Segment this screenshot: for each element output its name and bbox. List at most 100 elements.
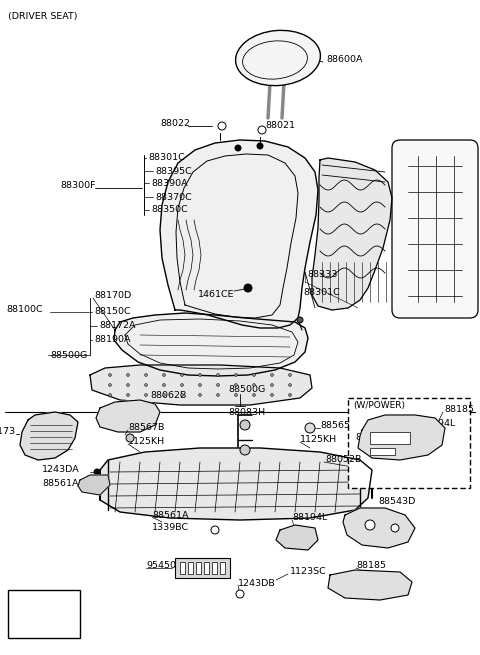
Text: 1125KH: 1125KH xyxy=(128,438,165,447)
Circle shape xyxy=(144,394,147,396)
Polygon shape xyxy=(328,570,412,600)
Circle shape xyxy=(216,394,219,396)
Text: 88150C: 88150C xyxy=(94,307,131,316)
Polygon shape xyxy=(100,448,372,520)
Polygon shape xyxy=(114,313,308,376)
Circle shape xyxy=(288,383,291,386)
Polygon shape xyxy=(96,400,160,432)
Text: 88022: 88022 xyxy=(160,119,190,128)
Text: 88185: 88185 xyxy=(356,561,386,571)
Bar xyxy=(370,432,410,444)
Text: 88370C: 88370C xyxy=(155,193,192,202)
Text: 88350C: 88350C xyxy=(151,206,188,214)
Text: 88185: 88185 xyxy=(444,405,474,415)
Text: 1243DB: 1243DB xyxy=(238,578,276,588)
Bar xyxy=(370,448,395,455)
Polygon shape xyxy=(78,475,110,495)
Text: 1461CE: 1461CE xyxy=(197,290,234,299)
Circle shape xyxy=(108,394,111,396)
Polygon shape xyxy=(90,365,312,405)
Circle shape xyxy=(180,383,183,386)
Text: 88190A: 88190A xyxy=(94,335,131,345)
Circle shape xyxy=(235,394,238,396)
Text: 1123SC: 1123SC xyxy=(290,567,327,576)
Text: 88301C: 88301C xyxy=(303,288,340,297)
Text: 88194L: 88194L xyxy=(292,514,327,523)
Circle shape xyxy=(288,373,291,377)
Circle shape xyxy=(235,373,238,377)
Circle shape xyxy=(257,143,263,149)
Circle shape xyxy=(235,145,241,151)
Ellipse shape xyxy=(236,30,321,86)
Text: 88173: 88173 xyxy=(0,428,16,436)
Circle shape xyxy=(163,383,166,386)
Text: 88083H: 88083H xyxy=(228,408,265,417)
Text: 88100C: 88100C xyxy=(6,305,43,314)
Circle shape xyxy=(235,383,238,386)
Text: (W/POWER): (W/POWER) xyxy=(353,401,405,410)
Circle shape xyxy=(163,394,166,396)
Circle shape xyxy=(240,445,250,455)
Circle shape xyxy=(218,122,226,130)
Circle shape xyxy=(258,126,266,134)
Text: 88170D: 88170D xyxy=(94,291,131,301)
Text: 88194L: 88194L xyxy=(420,419,455,428)
Text: 88500G: 88500G xyxy=(228,385,265,394)
Circle shape xyxy=(127,383,130,386)
Circle shape xyxy=(144,383,147,386)
Text: 88543D: 88543D xyxy=(378,498,415,506)
Circle shape xyxy=(199,373,202,377)
Text: 88062B: 88062B xyxy=(150,391,186,400)
Text: 1125KH: 1125KH xyxy=(300,436,337,445)
Bar xyxy=(180,562,185,574)
Bar xyxy=(188,562,193,574)
Polygon shape xyxy=(276,525,318,550)
Bar xyxy=(175,558,230,578)
Text: 1243DA: 1243DA xyxy=(42,466,80,474)
Circle shape xyxy=(40,616,48,624)
Bar xyxy=(8,590,80,638)
Polygon shape xyxy=(358,415,445,460)
Polygon shape xyxy=(160,140,318,328)
Text: 81385A: 81385A xyxy=(12,593,49,603)
Circle shape xyxy=(271,394,274,396)
Circle shape xyxy=(252,394,255,396)
Text: 88600A: 88600A xyxy=(326,54,362,64)
Circle shape xyxy=(127,394,130,396)
Polygon shape xyxy=(343,508,415,548)
Bar xyxy=(348,398,470,488)
Polygon shape xyxy=(312,158,392,310)
Circle shape xyxy=(236,590,244,598)
FancyBboxPatch shape xyxy=(392,140,478,318)
Circle shape xyxy=(144,373,147,377)
Text: 1339BC: 1339BC xyxy=(152,523,189,533)
Bar xyxy=(204,562,209,574)
Text: 88052B: 88052B xyxy=(325,455,361,464)
Circle shape xyxy=(271,373,274,377)
Circle shape xyxy=(305,423,315,433)
Circle shape xyxy=(108,373,111,377)
Text: 95450H: 95450H xyxy=(146,561,183,571)
Text: 88990S: 88990S xyxy=(355,434,391,443)
Text: 88021: 88021 xyxy=(265,121,295,130)
Text: 88300F: 88300F xyxy=(60,181,96,191)
Circle shape xyxy=(211,526,219,534)
Polygon shape xyxy=(20,412,78,460)
Circle shape xyxy=(127,373,130,377)
Circle shape xyxy=(252,383,255,386)
Text: 88172A: 88172A xyxy=(99,322,135,331)
Text: 88565: 88565 xyxy=(320,421,350,430)
Text: 88301C: 88301C xyxy=(148,153,185,162)
Circle shape xyxy=(240,420,250,430)
Circle shape xyxy=(288,394,291,396)
Circle shape xyxy=(108,383,111,386)
Circle shape xyxy=(199,383,202,386)
Circle shape xyxy=(216,373,219,377)
Circle shape xyxy=(391,524,399,532)
Text: 88500G: 88500G xyxy=(50,350,87,360)
Text: 88561A: 88561A xyxy=(152,510,189,519)
Circle shape xyxy=(180,373,183,377)
Circle shape xyxy=(163,373,166,377)
Circle shape xyxy=(199,394,202,396)
Circle shape xyxy=(180,394,183,396)
